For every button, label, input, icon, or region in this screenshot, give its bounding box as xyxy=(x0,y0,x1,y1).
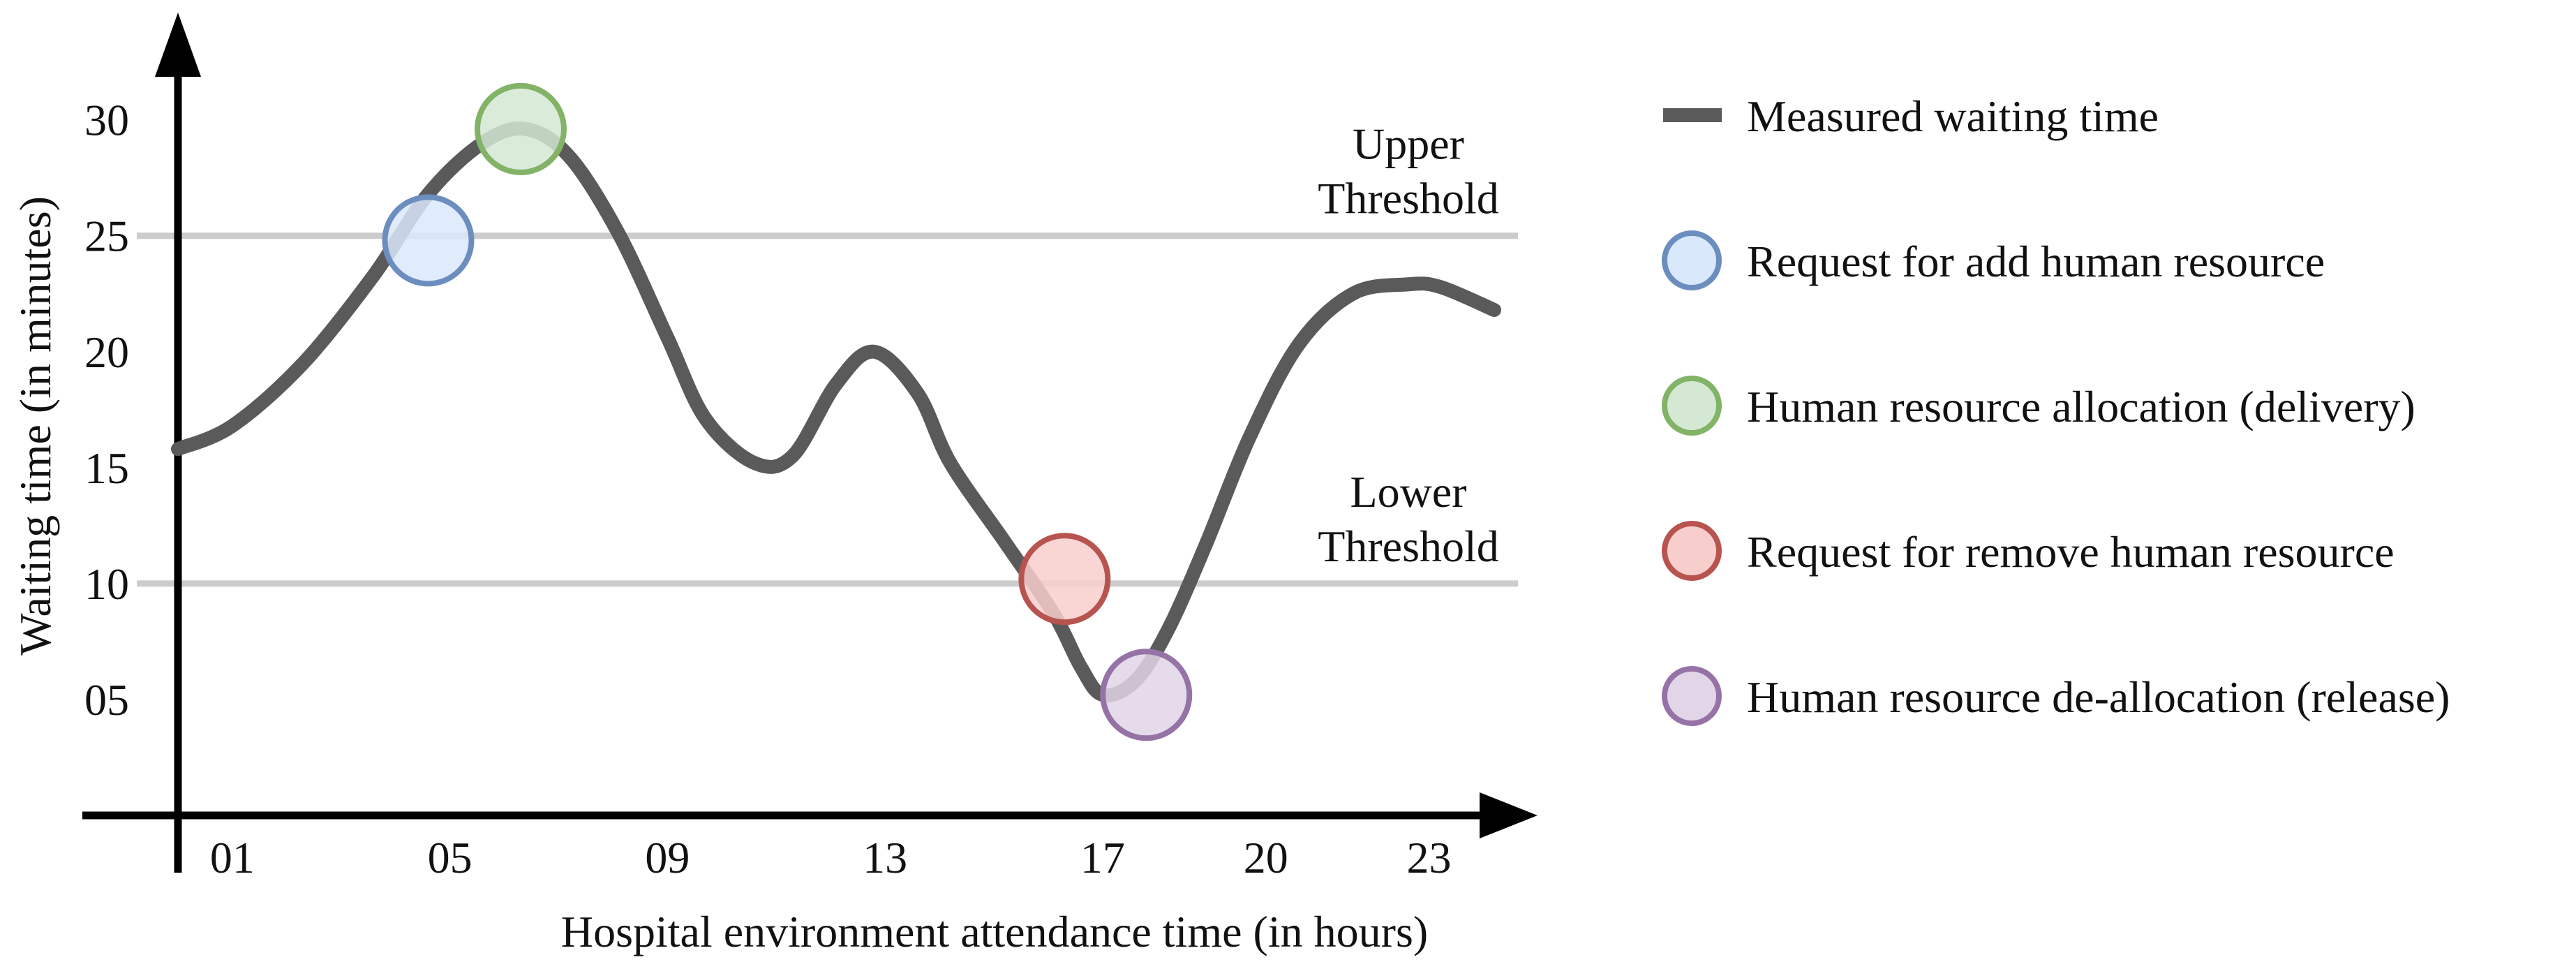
threshold-label-upper-line2: Threshold xyxy=(1318,174,1499,223)
event-marker-request-remove xyxy=(1018,533,1111,626)
legend-item-deallocation: Human resource de-allocation (release) xyxy=(1662,666,2450,726)
legend-item-request-add: Request for add human resource xyxy=(1662,230,2325,290)
x-tick-label: 17 xyxy=(1080,833,1125,882)
series-line-measured-waiting-time xyxy=(171,121,1501,703)
y-axis-arrow-icon xyxy=(155,13,201,77)
legend-item-allocation: Human resource allocation (delivery) xyxy=(1662,376,2415,436)
legend-swatch-red xyxy=(1662,521,1722,581)
y-tick-label: 25 xyxy=(84,212,129,261)
x-axis-arrow-icon xyxy=(1480,792,1538,838)
x-tick-label: 23 xyxy=(1407,833,1452,882)
x-tick-label: 05 xyxy=(428,833,472,882)
event-marker-deallocation xyxy=(1100,649,1193,741)
x-tick-label: 13 xyxy=(863,833,907,882)
legend: Measured waiting time Request for add hu… xyxy=(1662,91,2450,726)
tick-labels: 01 05 09 13 17 20 23 05 10 15 20 25 30 xyxy=(84,96,1452,882)
legend-label-measured-waiting-time: Measured waiting time xyxy=(1747,91,2159,141)
legend-swatch-blue xyxy=(1662,230,1722,290)
y-tick-label: 20 xyxy=(84,327,129,377)
legend-label-allocation: Human resource allocation (delivery) xyxy=(1747,382,2415,431)
threshold-label-upper-line1: Upper xyxy=(1353,119,1464,169)
event-markers xyxy=(382,82,1193,741)
threshold-label-lower-line2: Threshold xyxy=(1318,522,1499,571)
x-tick-label: 20 xyxy=(1244,833,1288,882)
event-marker-request-add xyxy=(382,194,475,287)
legend-swatch-purple xyxy=(1662,666,1722,726)
y-tick-label: 15 xyxy=(84,443,129,493)
series xyxy=(171,121,1501,703)
x-tick-label: 01 xyxy=(210,833,255,882)
threshold-label-lower-line1: Lower xyxy=(1350,467,1466,517)
legend-label-request-remove: Request for remove human resource xyxy=(1747,527,2395,577)
legend-item-request-remove: Request for remove human resource xyxy=(1662,521,2395,581)
legend-item-measured-waiting-time: Measured waiting time xyxy=(1663,91,2159,141)
x-axis-title: Hospital environment attendance time (in… xyxy=(561,907,1428,956)
y-tick-label: 05 xyxy=(84,675,129,725)
y-tick-label: 10 xyxy=(84,559,129,609)
event-marker-allocation xyxy=(474,82,567,175)
legend-label-deallocation: Human resource de-allocation (release) xyxy=(1747,672,2450,722)
x-tick-label: 09 xyxy=(645,833,690,882)
axes xyxy=(82,13,1538,873)
y-axis-title: Waiting time (in minutes) xyxy=(10,196,60,656)
legend-label-request-add: Request for add human resource xyxy=(1747,237,2325,286)
legend-swatch-green xyxy=(1662,376,1722,436)
threshold-lines: Upper Threshold Lower Threshold xyxy=(137,119,1518,587)
y-tick-label: 30 xyxy=(84,96,129,145)
